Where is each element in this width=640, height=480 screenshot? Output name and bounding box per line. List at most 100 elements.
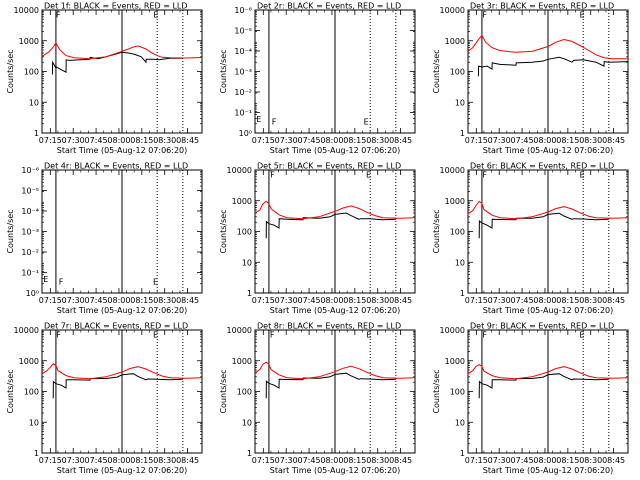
lld-line (467, 364, 629, 380)
x-tick-label: 08:00 (107, 296, 130, 305)
x-tick-label: 08:15 (130, 136, 153, 145)
x-axis-title: Start Time (05-Aug-12 07:06:20) (57, 466, 188, 475)
x-tick-label: 08:15 (130, 296, 153, 305)
segment-marker-e: E (580, 171, 585, 180)
y-tick-label: 10⁻¹ (234, 109, 252, 118)
y-tick-label: 1 (460, 129, 465, 138)
y-tick-label: 10000 (227, 166, 252, 175)
y-tick-label: 100 (237, 228, 252, 237)
panel-title: Det 3r: BLACK = Events, RED = LLD (470, 2, 614, 11)
segment-marker-f: F (272, 118, 277, 127)
segment-marker-e: E (43, 275, 48, 284)
panel-title: Det 9r: BLACK = Events, RED = LLD (470, 322, 614, 331)
panel-title: Det 6r: BLACK = Events, RED = LLD (470, 162, 614, 171)
segment-marker-f: F (59, 278, 64, 287)
lld-line (254, 361, 416, 380)
x-tick-label: 08:30 (153, 136, 176, 145)
y-tick-label: 10 (455, 418, 465, 427)
y-tick-label: 10⁻⁴ (234, 47, 252, 56)
x-tick-label: 07:30 (275, 456, 298, 465)
x-tick-label: 08:45 (176, 136, 199, 145)
y-tick-label: 10⁻⁶ (234, 6, 252, 15)
x-tick-label: 08:30 (153, 296, 176, 305)
y-tick-label: 1000 (232, 197, 252, 206)
y-tick-label: 1000 (19, 37, 39, 46)
x-tick-label: 08:30 (366, 296, 389, 305)
y-tick-label: 10000 (14, 6, 39, 15)
x-tick-label: 07:30 (62, 136, 85, 145)
x-tick-label: 08:45 (389, 296, 412, 305)
x-tick-label: 08:00 (107, 136, 130, 145)
y-tick-label: 10000 (440, 6, 465, 15)
x-tick-label: 07:30 (62, 456, 85, 465)
y-tick-label: 100 (450, 228, 465, 237)
x-tick-label: 08:00 (320, 456, 343, 465)
x-tick-label: 08:30 (366, 136, 389, 145)
y-tick-label: 10⁻¹ (21, 269, 39, 278)
y-tick-label: 10 (29, 98, 39, 107)
y-axis-title: Counts/sec (6, 369, 15, 413)
x-tick-label: 08:15 (556, 136, 579, 145)
y-axis-title: Counts/sec (6, 49, 15, 93)
segment-marker-e: E (580, 11, 585, 20)
x-axis-title: Start Time (05-Aug-12 07:06:20) (483, 466, 614, 475)
y-tick-label: 10 (242, 258, 252, 267)
x-tick-label: 08:00 (320, 136, 343, 145)
detector-panel-8: Det 8r: BLACK = Events, RED = LLD 1 10 100 1… (219, 322, 416, 475)
y-tick-label: 10000 (227, 326, 252, 335)
x-tick-label: 07:15 (252, 296, 275, 305)
x-tick-label: 08:45 (389, 456, 412, 465)
detector-panel-3: Det 3r: BLACK = Events, RED = LLD 1 10 100 1… (432, 2, 629, 155)
y-axis-title: Counts/sec (219, 369, 228, 413)
events-line (477, 56, 629, 77)
segment-marker-f: F (482, 11, 487, 20)
x-axis-title: Start Time (05-Aug-12 07:06:20) (270, 466, 401, 475)
x-tick-label: 08:30 (153, 456, 176, 465)
lld-line (41, 41, 203, 60)
x-tick-label: 08:45 (176, 296, 199, 305)
x-tick-label: 08:15 (130, 456, 153, 465)
y-tick-label: 10⁻³ (21, 228, 39, 237)
x-tick-label: 07:15 (465, 456, 488, 465)
x-tick-label: 08:00 (107, 456, 130, 465)
events-line (265, 212, 396, 239)
y-tick-label: 1 (34, 449, 39, 458)
y-tick-label: 10000 (440, 166, 465, 175)
x-tick-label: 08:00 (533, 136, 556, 145)
panel-title: Det 4r: BLACK = Events, RED = LLD (44, 162, 188, 171)
segment-marker-f: F (56, 331, 61, 340)
y-tick-label: 10⁻⁵ (21, 187, 39, 196)
y-tick-label: 10000 (14, 326, 39, 335)
y-axis-title: Counts/sec (219, 49, 228, 93)
x-tick-label: 07:45 (298, 296, 321, 305)
x-tick-label: 07:45 (85, 456, 108, 465)
x-tick-label: 08:30 (579, 456, 602, 465)
y-tick-label: 1000 (232, 357, 252, 366)
panel-title: Det 2r: BLACK = Events, RED = LLD (257, 2, 401, 11)
y-tick-label: 1 (460, 289, 465, 298)
detector-panel-4: Det 4r: BLACK = Events, RED = LLD 10⁰ 10⁻¹… (6, 162, 203, 315)
segment-marker-f: F (270, 331, 275, 340)
x-tick-label: 08:00 (320, 296, 343, 305)
events-line (265, 372, 396, 399)
panel-title: Det 8r: BLACK = Events, RED = LLD (257, 322, 401, 331)
x-tick-label: 07:45 (511, 456, 534, 465)
panel-title: Det 1f: BLACK = Events, RED = LLD (44, 2, 188, 11)
y-tick-label: 100 (450, 68, 465, 77)
y-tick-label: 100 (450, 388, 465, 397)
detector-panel-1: Det 1f: BLACK = Events, RED = LLD 1 10 100 1… (6, 2, 203, 155)
x-tick-label: 08:45 (602, 456, 625, 465)
detector-panel-6: Det 6r: BLACK = Events, RED = LLD 1 10 100 1… (432, 162, 629, 315)
lld-line (41, 363, 203, 380)
y-axis-title: Counts/sec (432, 369, 441, 413)
y-tick-label: 10000 (440, 326, 465, 335)
segment-marker-e: E (153, 278, 158, 287)
y-tick-label: 10⁰ (26, 289, 39, 298)
x-tick-label: 08:15 (343, 136, 366, 145)
x-tick-label: 08:00 (533, 456, 556, 465)
y-axis-title: Counts/sec (219, 209, 228, 253)
y-tick-label: 10 (29, 418, 39, 427)
x-tick-label: 07:15 (465, 296, 488, 305)
x-tick-label: 07:30 (62, 296, 85, 305)
